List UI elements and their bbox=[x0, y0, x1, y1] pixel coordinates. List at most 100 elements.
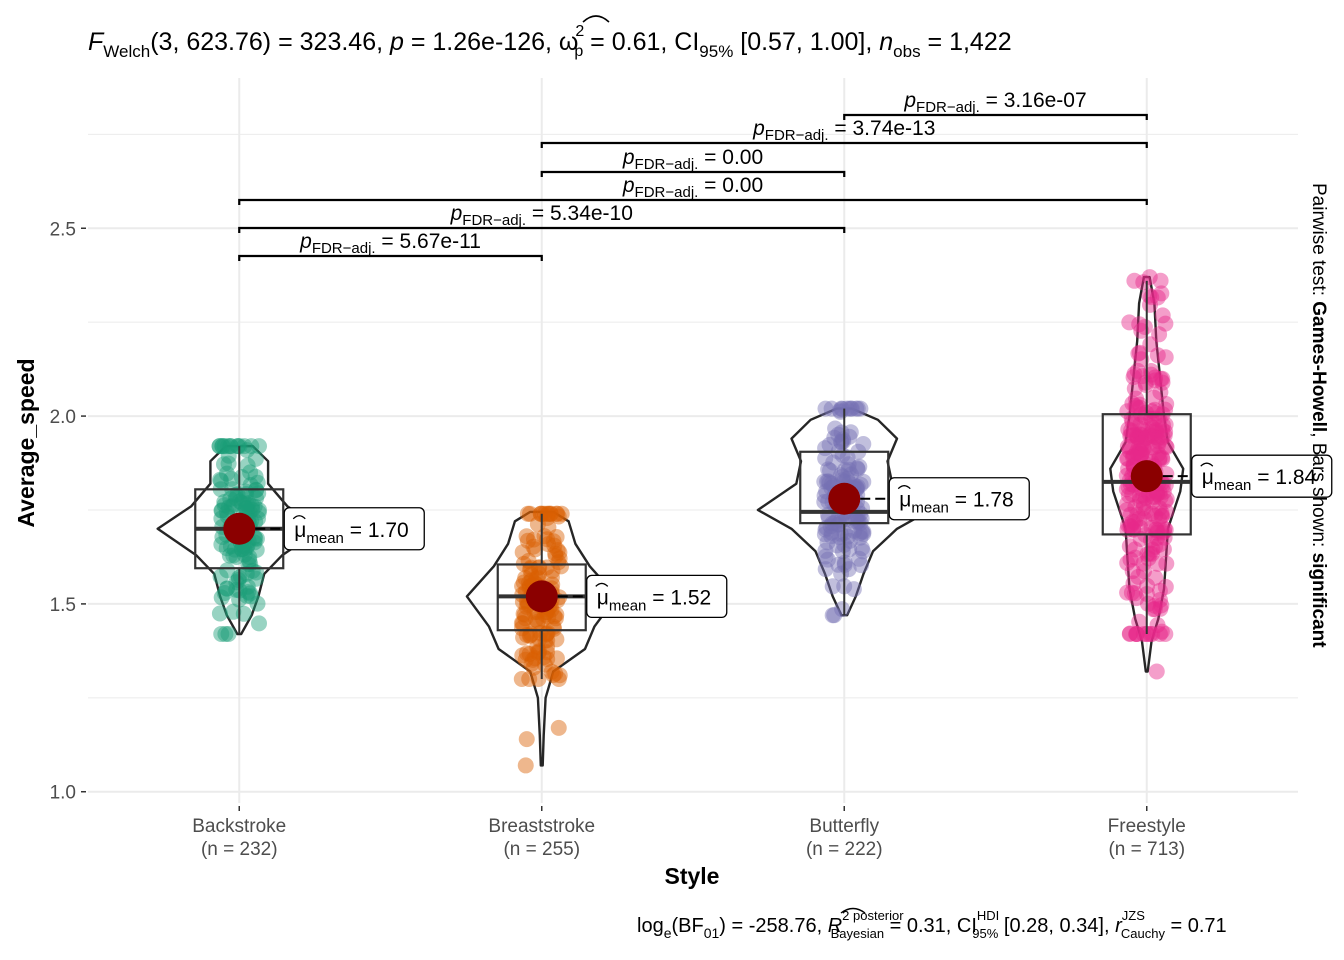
data-point bbox=[514, 647, 531, 664]
data-point bbox=[819, 551, 836, 568]
data-point bbox=[855, 436, 872, 452]
x-tick-n-label: (n = 713) bbox=[1108, 839, 1185, 860]
data-point bbox=[235, 491, 252, 508]
data-point bbox=[542, 505, 559, 522]
data-point bbox=[540, 536, 557, 553]
data-point bbox=[1157, 578, 1174, 595]
data-point bbox=[1155, 417, 1171, 434]
x-tick-label: Breaststroke bbox=[488, 816, 595, 837]
data-point bbox=[816, 473, 833, 490]
data-point bbox=[217, 626, 234, 642]
data-point bbox=[1146, 389, 1162, 406]
data-point bbox=[234, 541, 251, 558]
data-point bbox=[854, 543, 871, 560]
data-point bbox=[1135, 500, 1152, 517]
data-point bbox=[845, 512, 862, 529]
data-point bbox=[1126, 272, 1143, 289]
data-point bbox=[854, 523, 870, 540]
data-point bbox=[548, 650, 565, 667]
mu-hat-icon bbox=[292, 515, 306, 520]
data-point bbox=[1156, 427, 1173, 444]
data-point bbox=[518, 645, 535, 662]
data-point bbox=[1148, 422, 1165, 439]
data-point bbox=[231, 493, 248, 510]
data-point bbox=[214, 438, 231, 455]
data-point bbox=[539, 644, 556, 661]
data-point bbox=[216, 497, 233, 514]
pairwise-bracket bbox=[238, 198, 1148, 205]
data-point bbox=[852, 529, 869, 546]
data-point bbox=[1153, 504, 1170, 521]
data-point bbox=[852, 400, 869, 417]
data-point bbox=[521, 671, 538, 687]
data-point bbox=[1128, 626, 1145, 642]
data-point bbox=[1154, 307, 1171, 324]
data-point bbox=[817, 521, 834, 538]
data-point bbox=[1121, 626, 1138, 642]
data-point bbox=[527, 541, 544, 558]
data-point bbox=[855, 525, 872, 542]
data-point bbox=[1124, 513, 1141, 530]
data-point bbox=[1129, 506, 1146, 523]
data-point bbox=[1143, 505, 1160, 522]
data-point bbox=[531, 559, 548, 576]
data-point bbox=[1144, 626, 1161, 642]
data-point bbox=[1151, 500, 1168, 517]
data-point bbox=[513, 615, 530, 632]
data-point bbox=[230, 438, 246, 455]
data-point bbox=[250, 504, 267, 521]
data-point bbox=[839, 449, 856, 466]
data-point bbox=[1144, 423, 1161, 440]
data-point bbox=[548, 606, 565, 623]
y-tick-label: 2.0 bbox=[50, 407, 76, 428]
data-point bbox=[1147, 372, 1164, 389]
data-point bbox=[1128, 590, 1145, 607]
data-point bbox=[1157, 493, 1174, 510]
mean-layer: μmean = 1.70 μmean = 1.52 μmean = 1.78 μmea… bbox=[223, 454, 1333, 619]
pairwise-label: pFDR−adj. = 5.67e-11 bbox=[299, 230, 481, 257]
data-point bbox=[1126, 380, 1143, 397]
data-point bbox=[220, 626, 237, 642]
data-point bbox=[551, 550, 568, 567]
data-point bbox=[1130, 345, 1147, 362]
data-point bbox=[547, 548, 564, 565]
data-point bbox=[248, 541, 265, 558]
x-tick-n-label: (n = 232) bbox=[201, 839, 278, 860]
data-point bbox=[843, 400, 859, 417]
data-point bbox=[519, 505, 536, 522]
data-point bbox=[1143, 545, 1160, 562]
data-point bbox=[1157, 349, 1174, 366]
data-point bbox=[824, 607, 841, 624]
data-point bbox=[220, 438, 237, 455]
mean-label-box bbox=[283, 507, 425, 551]
data-point bbox=[247, 468, 264, 485]
data-point bbox=[1153, 597, 1170, 614]
data-point bbox=[517, 570, 534, 586]
data-point bbox=[539, 505, 556, 522]
data-point bbox=[550, 554, 567, 571]
data-point bbox=[531, 643, 547, 660]
mean-label-box bbox=[1191, 454, 1333, 498]
pairwise-bracket bbox=[540, 170, 846, 177]
data-point bbox=[549, 542, 566, 559]
data-point bbox=[237, 500, 254, 517]
data-point bbox=[237, 483, 254, 500]
outlier-point bbox=[826, 607, 843, 624]
data-point bbox=[524, 651, 541, 668]
box-butterfly bbox=[799, 450, 890, 525]
data-point bbox=[823, 400, 840, 417]
mean-point bbox=[828, 482, 861, 515]
data-point bbox=[1138, 626, 1155, 642]
pairwise-label: pFDR−adj. = 0.00 bbox=[622, 146, 763, 173]
data-point bbox=[833, 467, 849, 484]
data-point bbox=[546, 608, 563, 625]
data-point bbox=[238, 500, 255, 516]
data-point bbox=[536, 528, 553, 545]
data-point bbox=[819, 534, 836, 551]
mean-point bbox=[223, 512, 256, 545]
data-point bbox=[1132, 448, 1149, 464]
x-axis-title: Style bbox=[665, 863, 720, 889]
pairwise-bracket bbox=[540, 141, 1148, 148]
data-point bbox=[542, 505, 559, 522]
